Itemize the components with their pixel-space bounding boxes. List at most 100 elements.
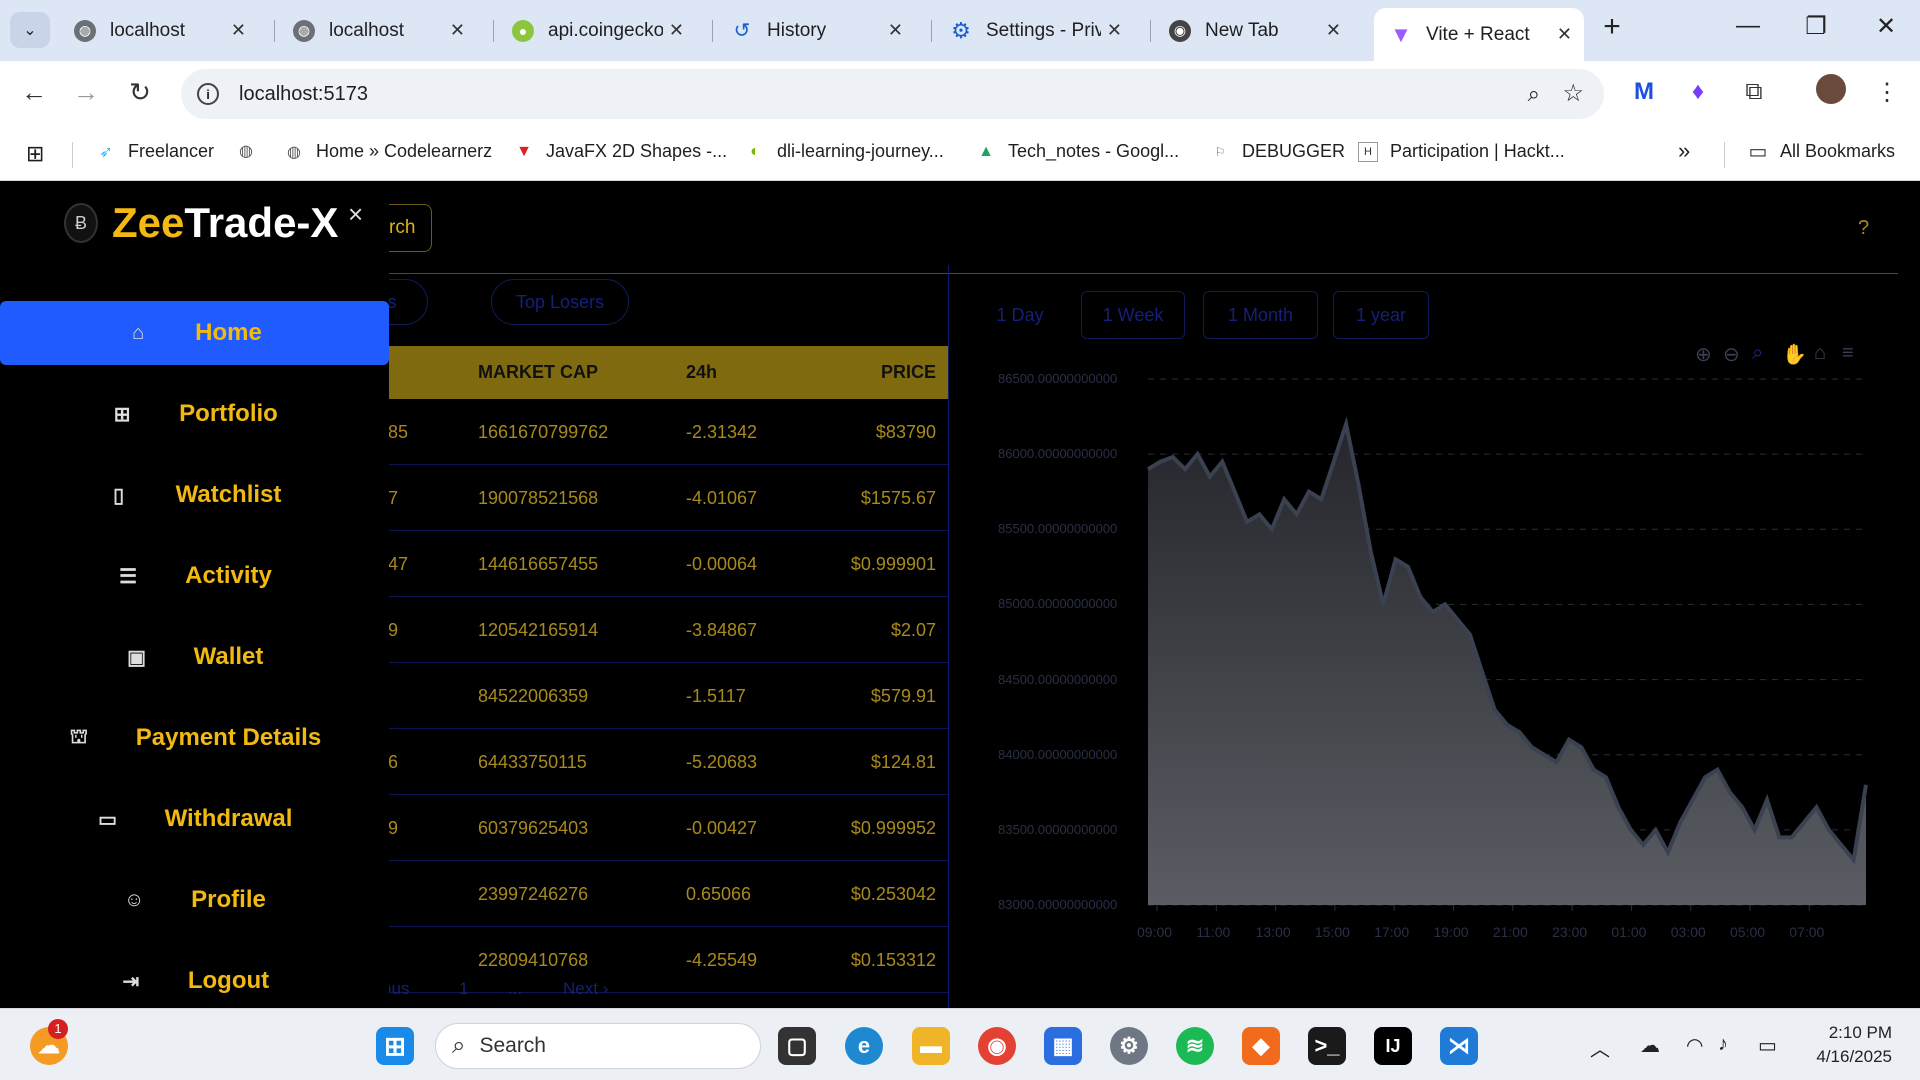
avatar[interactable] bbox=[1816, 74, 1846, 104]
table-row[interactable]: 23997246276 0.65066 $0.253042 bbox=[388, 861, 948, 927]
restore-button[interactable]: ❐ bbox=[1805, 13, 1827, 40]
spotify-icon[interactable]: ≋ bbox=[1176, 1027, 1214, 1065]
new-tab-button[interactable]: + bbox=[1603, 10, 1621, 43]
close-icon[interactable]: ✕ bbox=[668, 20, 684, 40]
bookmark-hackerearth[interactable]: H Participation | Hackt... bbox=[1358, 141, 1565, 162]
table-row[interactable]: 47 144616657455 -0.00064 $0.999901 bbox=[388, 531, 948, 597]
close-icon[interactable]: ✕ bbox=[1556, 24, 1572, 44]
home-icon: ⌂ bbox=[132, 321, 145, 344]
malwarebytes-icon[interactable]: M bbox=[1634, 78, 1654, 105]
tab-localhost-1[interactable]: ◍ localhost ✕ bbox=[58, 8, 258, 53]
sidebar-item-home[interactable]: ⌂ Home bbox=[0, 301, 389, 365]
taskbar-search[interactable]: ⌕ Search bbox=[435, 1023, 761, 1069]
bookmark-javafx[interactable]: ▼ JavaFX 2D Shapes -... bbox=[514, 141, 727, 162]
site-info-icon[interactable]: i bbox=[197, 83, 219, 105]
bookmark-globe[interactable]: ◍ bbox=[236, 141, 268, 161]
tab-new-tab[interactable]: ◉ New Tab ✕ bbox=[1153, 8, 1353, 53]
reload-button[interactable]: ↻ bbox=[129, 77, 151, 107]
battery-icon[interactable]: ▭ bbox=[1758, 1035, 1777, 1057]
apps-grid-icon[interactable]: ⊞ bbox=[26, 141, 45, 166]
wifi-icon[interactable]: ◠ bbox=[1686, 1035, 1704, 1057]
filter-top-losers[interactable]: Top Losers bbox=[491, 279, 629, 325]
table-row[interactable]: 7 190078521568 -4.01067 $1575.67 bbox=[388, 465, 948, 531]
more-bookmarks-button[interactable]: » bbox=[1678, 138, 1691, 163]
system-clock[interactable]: 2:10 PM 4/16/2025 bbox=[1816, 1023, 1892, 1066]
task-view-icon[interactable]: ▢ bbox=[778, 1027, 816, 1065]
close-sidebar-button[interactable]: × bbox=[348, 199, 364, 229]
edge-icon[interactable]: e bbox=[845, 1027, 883, 1065]
close-icon[interactable]: ✕ bbox=[449, 20, 465, 40]
menu-dots-icon[interactable]: ⋮ bbox=[1875, 79, 1899, 106]
zoom-out-icon[interactable]: ⊖ bbox=[1723, 344, 1740, 366]
extensions-puzzle-icon[interactable]: ⧉ bbox=[1745, 78, 1763, 105]
sidebar-item-activity[interactable]: ☰ Activity bbox=[0, 544, 389, 608]
all-bookmarks-button[interactable]: ▭ All Bookmarks bbox=[1748, 141, 1896, 163]
tab-search-dropdown-icon[interactable]: ⌄ bbox=[10, 12, 50, 48]
list-icon: ☰ bbox=[119, 565, 138, 588]
table-row[interactable]: 9 120542165914 -3.84867 $2.07 bbox=[388, 597, 948, 663]
sidebar-item-withdrawal[interactable]: ▭ Withdrawal bbox=[0, 787, 389, 851]
range-1-day[interactable]: 1 Day bbox=[996, 304, 1044, 325]
store-icon[interactable]: ▦ bbox=[1044, 1027, 1082, 1065]
bookmark-freelancer[interactable]: ➶ Freelancer bbox=[96, 141, 214, 162]
magnify-icon[interactable]: ⌕ bbox=[1752, 342, 1764, 364]
tab-vite-react[interactable]: ▼ Vite + React ✕ bbox=[1374, 8, 1584, 61]
settings-gear-icon[interactable]: ⚙ bbox=[1110, 1027, 1148, 1065]
reset-home-icon[interactable]: ⌂ bbox=[1814, 342, 1827, 364]
table-row[interactable]: 9 60379625403 -0.00427 $0.999952 bbox=[388, 795, 948, 861]
vscode-icon[interactable]: ⋊ bbox=[1440, 1027, 1478, 1065]
pan-icon[interactable]: ✋ bbox=[1782, 344, 1807, 366]
terminal-icon[interactable]: >_ bbox=[1308, 1027, 1346, 1065]
tab-history[interactable]: ↺ History ✕ bbox=[715, 8, 915, 53]
price-area-chart[interactable] bbox=[0, 181, 1920, 1008]
range-1-month[interactable]: 1 Month bbox=[1203, 291, 1318, 339]
pagination-next[interactable]: Next › bbox=[563, 979, 609, 998]
help-icon[interactable]: ? bbox=[1858, 217, 1870, 239]
brave-icon[interactable]: ◆ bbox=[1242, 1027, 1280, 1065]
star-icon[interactable]: ☆ bbox=[1562, 80, 1584, 107]
table-row[interactable]: 22809410768 -4.25549 $0.153312 bbox=[388, 927, 948, 993]
sidebar-item-payment-details[interactable]: ⛫ Payment Details bbox=[0, 706, 389, 770]
range-1-year[interactable]: 1 year bbox=[1333, 291, 1429, 339]
bookmark-codelearnerz[interactable]: ◍ Home » Codelearnerz bbox=[284, 141, 492, 162]
gear-icon: ⚙ bbox=[951, 17, 971, 43]
table-row[interactable]: 6 64433750115 -5.20683 $124.81 bbox=[388, 729, 948, 795]
extension-flame-icon[interactable]: ♦ bbox=[1691, 78, 1705, 105]
range-1-week[interactable]: 1 Week bbox=[1081, 291, 1185, 339]
url-text[interactable]: localhost:5173 bbox=[239, 82, 368, 105]
change-24h-cell: -3.84867 bbox=[686, 620, 758, 640]
intellij-icon[interactable]: IJ bbox=[1374, 1027, 1412, 1065]
tab-settings[interactable]: ⚙ Settings - Priv ✕ bbox=[951, 17, 1122, 43]
bookmark-tech-notes[interactable]: ▲ Tech_notes - Googl... bbox=[976, 141, 1179, 162]
bookmark-dli[interactable]: ◐ dli-learning-journey... bbox=[745, 141, 944, 162]
tab-coingecko[interactable]: ● api.coingecko ✕ bbox=[496, 8, 696, 53]
zoom-icon[interactable]: ⌕ bbox=[1527, 81, 1540, 106]
table-row[interactable]: 85 1661670799762 -2.31342 $83790 bbox=[388, 399, 948, 465]
back-button[interactable]: ← bbox=[21, 77, 47, 107]
cloud-sync-icon[interactable]: ☁ bbox=[1640, 1035, 1660, 1057]
close-icon[interactable]: ✕ bbox=[1325, 20, 1341, 40]
address-bar[interactable]: i localhost:5173 ⌕ ☆ bbox=[181, 69, 1604, 119]
forward-button[interactable]: → bbox=[73, 77, 99, 107]
tab-localhost-2[interactable]: ◍ localhost ✕ bbox=[277, 8, 477, 53]
chrome-icon[interactable]: ◉ bbox=[978, 1027, 1016, 1065]
sidebar-item-watchlist[interactable]: ▯ Watchlist bbox=[0, 463, 389, 527]
bookmark-debugger[interactable]: ⚐ DEBUGGER bbox=[1210, 141, 1345, 162]
volume-icon[interactable]: ♪ bbox=[1718, 1033, 1728, 1055]
close-icon[interactable]: ✕ bbox=[1106, 20, 1122, 40]
pagination-page[interactable]: 1 bbox=[459, 979, 469, 998]
minimize-button[interactable]: — bbox=[1736, 12, 1760, 39]
menu-icon[interactable]: ≡ bbox=[1842, 342, 1854, 364]
close-icon[interactable]: ✕ bbox=[887, 20, 903, 40]
zoom-in-icon[interactable]: ⊕ bbox=[1695, 344, 1712, 366]
close-window-button[interactable]: ✕ bbox=[1875, 13, 1897, 40]
file-explorer-icon[interactable]: ▬ bbox=[912, 1027, 950, 1065]
windows-start-icon[interactable]: ⊞ bbox=[376, 1027, 414, 1065]
close-icon[interactable]: ✕ bbox=[230, 20, 246, 40]
table-row[interactable]: 84522006359 -1.5117 $579.91 bbox=[388, 663, 948, 729]
sidebar-item-portfolio[interactable]: ⊞ Portfolio bbox=[0, 382, 389, 446]
tray-chevron-icon[interactable]: ︿ bbox=[1590, 1039, 1610, 1061]
sidebar-item-profile[interactable]: ☺ Profile bbox=[0, 868, 389, 932]
sidebar-item-logout[interactable]: ⇥ Logout bbox=[0, 949, 389, 1008]
sidebar-item-wallet[interactable]: ▣ Wallet bbox=[0, 625, 389, 689]
